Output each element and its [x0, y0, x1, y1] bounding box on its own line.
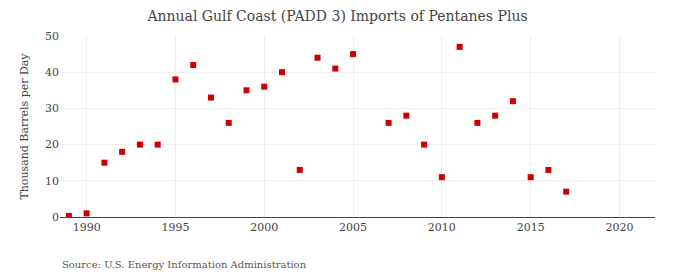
svg-text:2010: 2010 — [428, 221, 456, 234]
svg-text:Source: U.S. Energy Informatio: Source: U.S. Energy Information Administ… — [62, 259, 307, 270]
svg-text:1990: 1990 — [73, 221, 101, 234]
svg-text:2015: 2015 — [517, 221, 545, 234]
svg-text:2005: 2005 — [339, 221, 367, 234]
svg-text:Annual Gulf Coast (PADD 3) Imp: Annual Gulf Coast (PADD 3) Imports of Pe… — [146, 8, 527, 24]
svg-text:50: 50 — [45, 30, 59, 43]
svg-text:2000: 2000 — [250, 221, 278, 234]
svg-text:0: 0 — [52, 211, 59, 224]
svg-text:1995: 1995 — [161, 221, 189, 234]
svg-text:20: 20 — [45, 138, 59, 151]
svg-text:2020: 2020 — [605, 221, 633, 234]
svg-text:30: 30 — [45, 102, 59, 115]
svg-text:10: 10 — [45, 175, 59, 188]
svg-text:40: 40 — [45, 66, 59, 79]
svg-text:Thousand Barrels per Day: Thousand Barrels per Day — [18, 53, 31, 200]
